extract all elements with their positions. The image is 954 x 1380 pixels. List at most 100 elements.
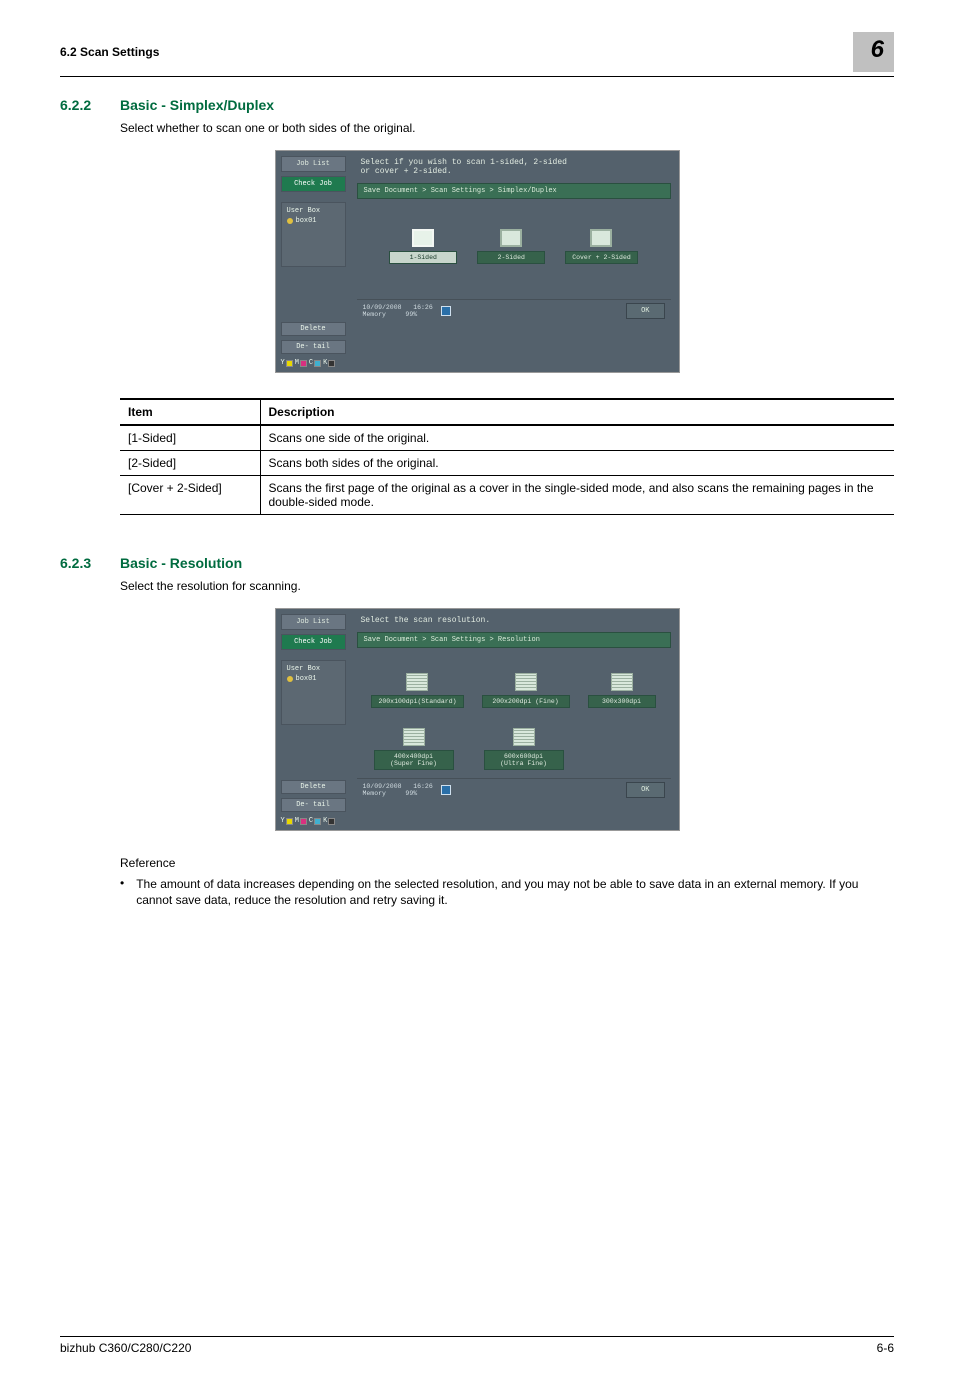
- option-1-sided[interactable]: 1-Sided: [389, 229, 457, 264]
- table-cell: [1-Sided]: [120, 425, 260, 451]
- footer-left: bizhub C360/C280/C220: [60, 1341, 191, 1355]
- toner-c-label: C: [309, 817, 313, 825]
- table-cell: Scans the first page of the original as …: [260, 476, 894, 515]
- table-cell: Scans both sides of the original.: [260, 451, 894, 476]
- toner-k-label: K: [323, 359, 327, 367]
- screenshot-resolution: Job List Check Job User Box box01 Delete…: [60, 608, 894, 831]
- detail-button[interactable]: De- tail: [281, 340, 346, 354]
- user-box-title: User Box: [285, 206, 342, 216]
- section-number: 6.2.3: [60, 555, 120, 579]
- option-200x200[interactable]: 200x200dpi (Fine): [482, 673, 570, 708]
- status-date: 10/09/2008: [363, 304, 402, 311]
- tab-check-job[interactable]: Check Job: [281, 634, 346, 650]
- section-title: Basic - Resolution: [120, 555, 242, 571]
- section-intro: Select the resolution for scanning.: [120, 579, 894, 593]
- user-box-item-label: box01: [296, 675, 317, 683]
- toner-m-icon: [300, 360, 307, 367]
- bullet-icon: •: [120, 876, 124, 908]
- toner-k-icon: [328, 360, 335, 367]
- status-date: 10/09/2008: [363, 783, 402, 790]
- two-sided-icon: [500, 229, 522, 247]
- delete-button[interactable]: Delete: [281, 780, 346, 794]
- reference-title: Reference: [120, 856, 894, 870]
- ok-button[interactable]: OK: [626, 782, 664, 798]
- status-mem-val: 99%: [405, 790, 417, 797]
- resolution-icon: [403, 728, 425, 746]
- reference-block: Reference • The amount of data increases…: [120, 856, 894, 908]
- status-icon: [441, 306, 451, 316]
- page-header: 6.2 Scan Settings 6: [60, 30, 894, 77]
- option-label: Cover + 2-Sided: [565, 251, 638, 264]
- toner-c-label: C: [309, 359, 313, 367]
- toner-row: Y M C K: [281, 359, 346, 367]
- footer-right: 6-6: [877, 1341, 894, 1355]
- user-box-item[interactable]: box01: [285, 674, 342, 684]
- tab-job-list[interactable]: Job List: [281, 614, 346, 630]
- status-mem-label: Memory: [363, 790, 386, 797]
- breadcrumb: Save Document > Scan Settings > Resoluti…: [357, 632, 671, 648]
- user-box-dot-icon: [287, 676, 293, 682]
- tab-check-job[interactable]: Check Job: [281, 176, 346, 192]
- option-200x100[interactable]: 200x100dpi(Standard): [371, 673, 463, 708]
- user-box-item-label: box01: [296, 217, 317, 225]
- option-cover-2-sided[interactable]: Cover + 2-Sided: [565, 229, 638, 264]
- toner-k-icon: [328, 818, 335, 825]
- cover-two-sided-icon: [590, 229, 612, 247]
- table-cell: [2-Sided]: [120, 451, 260, 476]
- toner-y-icon: [286, 360, 293, 367]
- section-intro: Select whether to scan one or both sides…: [120, 121, 894, 135]
- resolution-icon: [611, 673, 633, 691]
- delete-button[interactable]: Delete: [281, 322, 346, 336]
- chapter-badge: 6: [853, 32, 894, 72]
- table-row: [Cover + 2-Sided] Scans the first page o…: [120, 476, 894, 515]
- one-sided-icon: [412, 229, 434, 247]
- reference-text: The amount of data increases depending o…: [136, 876, 894, 908]
- status-time: 16:26: [413, 304, 433, 311]
- option-label: 200x200dpi (Fine): [482, 695, 570, 708]
- status-datetime: 10/09/2008 16:26 Memory 99%: [363, 783, 433, 797]
- option-400x400[interactable]: 400x400dpi (Super Fine): [374, 728, 454, 770]
- option-label: 400x400dpi (Super Fine): [374, 750, 454, 770]
- resolution-icon: [515, 673, 537, 691]
- table-header-description: Description: [260, 399, 894, 425]
- table-header-item: Item: [120, 399, 260, 425]
- status-mem-val: 99%: [405, 311, 417, 318]
- toner-c-icon: [314, 360, 321, 367]
- option-2-sided[interactable]: 2-Sided: [477, 229, 545, 264]
- description-table: Item Description [1-Sided] Scans one sid…: [120, 398, 894, 515]
- option-label: 300x300dpi: [588, 695, 656, 708]
- status-time: 16:26: [413, 783, 433, 790]
- option-label: 1-Sided: [389, 251, 457, 264]
- toner-c-icon: [314, 818, 321, 825]
- user-box-item[interactable]: box01: [285, 216, 342, 226]
- toner-m-label: M: [295, 817, 299, 825]
- tab-job-list[interactable]: Job List: [281, 156, 346, 172]
- option-label: 2-Sided: [477, 251, 545, 264]
- screen-message: Select if you wish to scan 1-sided, 2-si…: [357, 156, 671, 183]
- detail-button[interactable]: De- tail: [281, 798, 346, 812]
- screen-message: Select the scan resolution.: [357, 614, 671, 632]
- resolution-icon: [406, 673, 428, 691]
- option-300x300[interactable]: 300x300dpi: [588, 673, 656, 708]
- section-simplex-duplex: 6.2.2 Basic - Simplex/Duplex Select whet…: [60, 97, 894, 515]
- section-resolution: 6.2.3 Basic - Resolution Select the reso…: [60, 555, 894, 908]
- header-left: 6.2 Scan Settings: [60, 45, 159, 59]
- user-box-panel: User Box box01: [281, 202, 346, 267]
- toner-m-icon: [300, 818, 307, 825]
- toner-k-label: K: [323, 817, 327, 825]
- ok-button[interactable]: OK: [626, 303, 664, 319]
- toner-y-label: Y: [281, 817, 285, 825]
- toner-y-icon: [286, 818, 293, 825]
- toner-y-label: Y: [281, 359, 285, 367]
- table-cell: [Cover + 2-Sided]: [120, 476, 260, 515]
- breadcrumb: Save Document > Scan Settings > Simplex/…: [357, 183, 671, 199]
- option-label: 200x100dpi(Standard): [371, 695, 463, 708]
- resolution-icon: [513, 728, 535, 746]
- section-number: 6.2.2: [60, 97, 120, 121]
- user-box-panel: User Box box01: [281, 660, 346, 725]
- table-row: [1-Sided] Scans one side of the original…: [120, 425, 894, 451]
- option-label: 600x600dpi (Ultra Fine): [484, 750, 564, 770]
- option-600x600[interactable]: 600x600dpi (Ultra Fine): [484, 728, 564, 770]
- user-box-title: User Box: [285, 664, 342, 674]
- status-datetime: 10/09/2008 16:26 Memory 99%: [363, 304, 433, 318]
